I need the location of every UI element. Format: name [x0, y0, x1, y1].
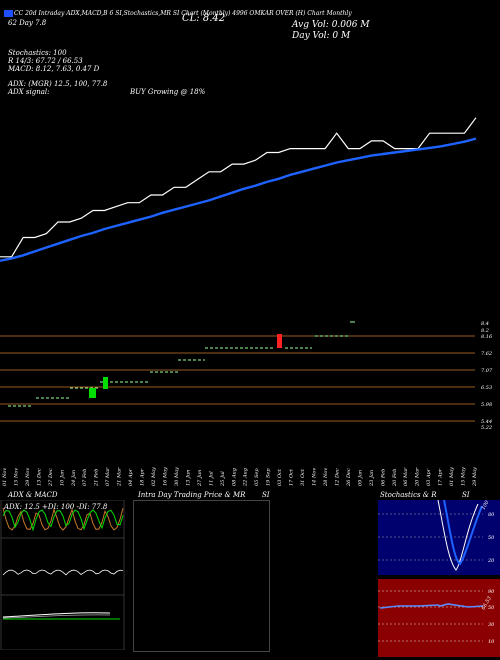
x-tick: 09 Jan	[357, 470, 363, 486]
y-tick: 5.22	[481, 425, 492, 431]
macd-stat: MACD: 8.12, 7.63, 0.47 D	[8, 65, 100, 73]
x-tick: 01 May	[449, 467, 455, 486]
x-tick: 28 Nov	[323, 468, 329, 487]
adx-line	[2, 569, 124, 576]
y-tick: 8.2	[481, 328, 489, 334]
x-tick: 06 Mar	[403, 467, 409, 486]
x-tick: 27 Dec	[48, 468, 54, 487]
y-tick: 5.98	[481, 402, 492, 408]
x-tick: 08 Aug	[231, 468, 237, 486]
y-tick: 5.44	[481, 419, 492, 425]
close-label: CL: 8.42	[182, 13, 226, 24]
rsi-tick: 10	[488, 639, 495, 645]
candle-green	[103, 377, 108, 389]
candle-chart: 8.48.28.16 7.62 7.07 6.53 5.98 5.445.22 01 No…	[0, 321, 493, 487]
x-tick: 24 Jan	[71, 470, 77, 487]
y-tick: 6.53	[481, 385, 492, 391]
x-tick: 14 Nov	[312, 468, 318, 486]
stoch-k	[437, 500, 479, 571]
adx-stat: ADX: (MGR) 12.5, 100, 77.8	[8, 80, 108, 88]
stoch-tick: 80	[488, 512, 495, 518]
stoch-tick: 50	[488, 535, 495, 541]
x-tick: 27 Jun	[197, 470, 203, 487]
adx-frame	[0, 500, 125, 650]
x-tick: 12 Dec	[334, 468, 340, 486]
x-tick: 03 Oct	[277, 468, 283, 486]
x-tick: 25 Jul	[220, 471, 226, 487]
adx-values: ADX: 12.5 +DI: 100 -DI: 77.8	[3, 503, 108, 511]
x-tick: 30 May	[174, 467, 180, 486]
x-tick: 20 Feb	[392, 469, 398, 487]
adx-panel: ADX: 12.5 +DI: 100 -DI: 77.8	[0, 500, 125, 650]
x-tick: 29 May	[472, 467, 478, 487]
x-tick: 11 Jul	[208, 471, 214, 486]
intraday-panel	[133, 500, 270, 652]
adx-signal-value: BUY Growing @ 18%	[130, 88, 206, 96]
x-tick: 21 Feb	[94, 469, 100, 487]
candle-green	[89, 388, 96, 398]
ma-line	[0, 137, 477, 262]
y-tick: 7.07	[481, 368, 493, 374]
x-tick: 13 Jun	[185, 470, 191, 486]
price-chart	[0, 117, 477, 262]
x-tick: 10 Jan	[59, 470, 65, 486]
x-tick: 15 May	[461, 467, 467, 486]
stoch-si: SI	[462, 491, 470, 499]
rsi-area	[378, 579, 500, 657]
rsi-line	[379, 603, 484, 609]
x-tick: 07 Mar	[105, 467, 111, 486]
stoch-stat: Stochastics: 100	[8, 49, 67, 57]
plus-di-line	[2, 509, 124, 532]
y-tick: 7.62	[481, 351, 492, 357]
r-stat: R 14/3: 67.72 / 66.53	[8, 57, 83, 65]
price-line	[0, 117, 477, 258]
rsi-tick: 90	[488, 589, 495, 595]
header-line: CC 20d Intraday ADX,MACD,B 6 SI,Stochast…	[14, 10, 352, 17]
x-tick: 01 Nov	[2, 468, 8, 486]
x-tick: 13 Dec	[36, 468, 42, 486]
x-tick: 23 Jan	[369, 470, 375, 487]
x-tick: 02 May	[151, 467, 157, 486]
x-tick: 17 Oct	[289, 468, 295, 486]
macd-signal	[2, 614, 111, 619]
header-sub: 62 Day 7.8	[8, 19, 47, 27]
rsi-tick: 30	[488, 622, 495, 628]
x-tick: 29 Nov	[25, 468, 31, 487]
macd-line	[2, 612, 111, 618]
x-tick: 26 Dec	[346, 468, 352, 487]
minus-di-line	[2, 507, 124, 531]
x-tick: 16 May	[162, 467, 168, 486]
adx-panel-title: ADX & MACD	[8, 491, 58, 499]
avg-vol: Avg Vol: 0.006 M	[292, 20, 370, 30]
stoch-value: 100	[481, 500, 491, 511]
stoch-d	[443, 500, 483, 566]
stoch-tick: 20	[487, 558, 495, 564]
x-tick: 20 Mar	[415, 467, 421, 487]
legend-swatch	[4, 10, 13, 17]
x-tick: 06 Feb	[380, 469, 386, 486]
x-tick: 05 Sep	[254, 468, 260, 486]
x-tick: 07 Feb	[82, 469, 88, 486]
y-tick: 8.4	[481, 321, 489, 327]
stoch-area	[378, 500, 500, 575]
intraday-title: Intra Day Trading Price & MR	[138, 491, 246, 499]
y-tick: 8.16	[481, 334, 493, 340]
rsi-tick: 50	[488, 605, 495, 611]
x-tick: 31 Oct	[300, 468, 306, 486]
intraday-si: SI	[262, 491, 270, 499]
x-tick: 21 Mar	[117, 467, 123, 487]
x-tick: 04 Apr	[128, 468, 134, 486]
x-tick: 19 Sep	[266, 468, 272, 486]
candle-red	[277, 334, 282, 348]
day-vol: Day Vol: 0 M	[292, 31, 351, 41]
adx-signal-label: ADX signal:	[8, 88, 50, 96]
x-tick: 03 Apr	[426, 468, 432, 486]
x-tick: 18 Apr	[140, 468, 146, 486]
x-tick: 15 Nov	[13, 468, 19, 486]
stoch-title: Stochastics & R	[380, 491, 437, 499]
x-tick: 22 Aug	[243, 468, 249, 487]
x-tick: 17 Apr	[438, 468, 444, 486]
